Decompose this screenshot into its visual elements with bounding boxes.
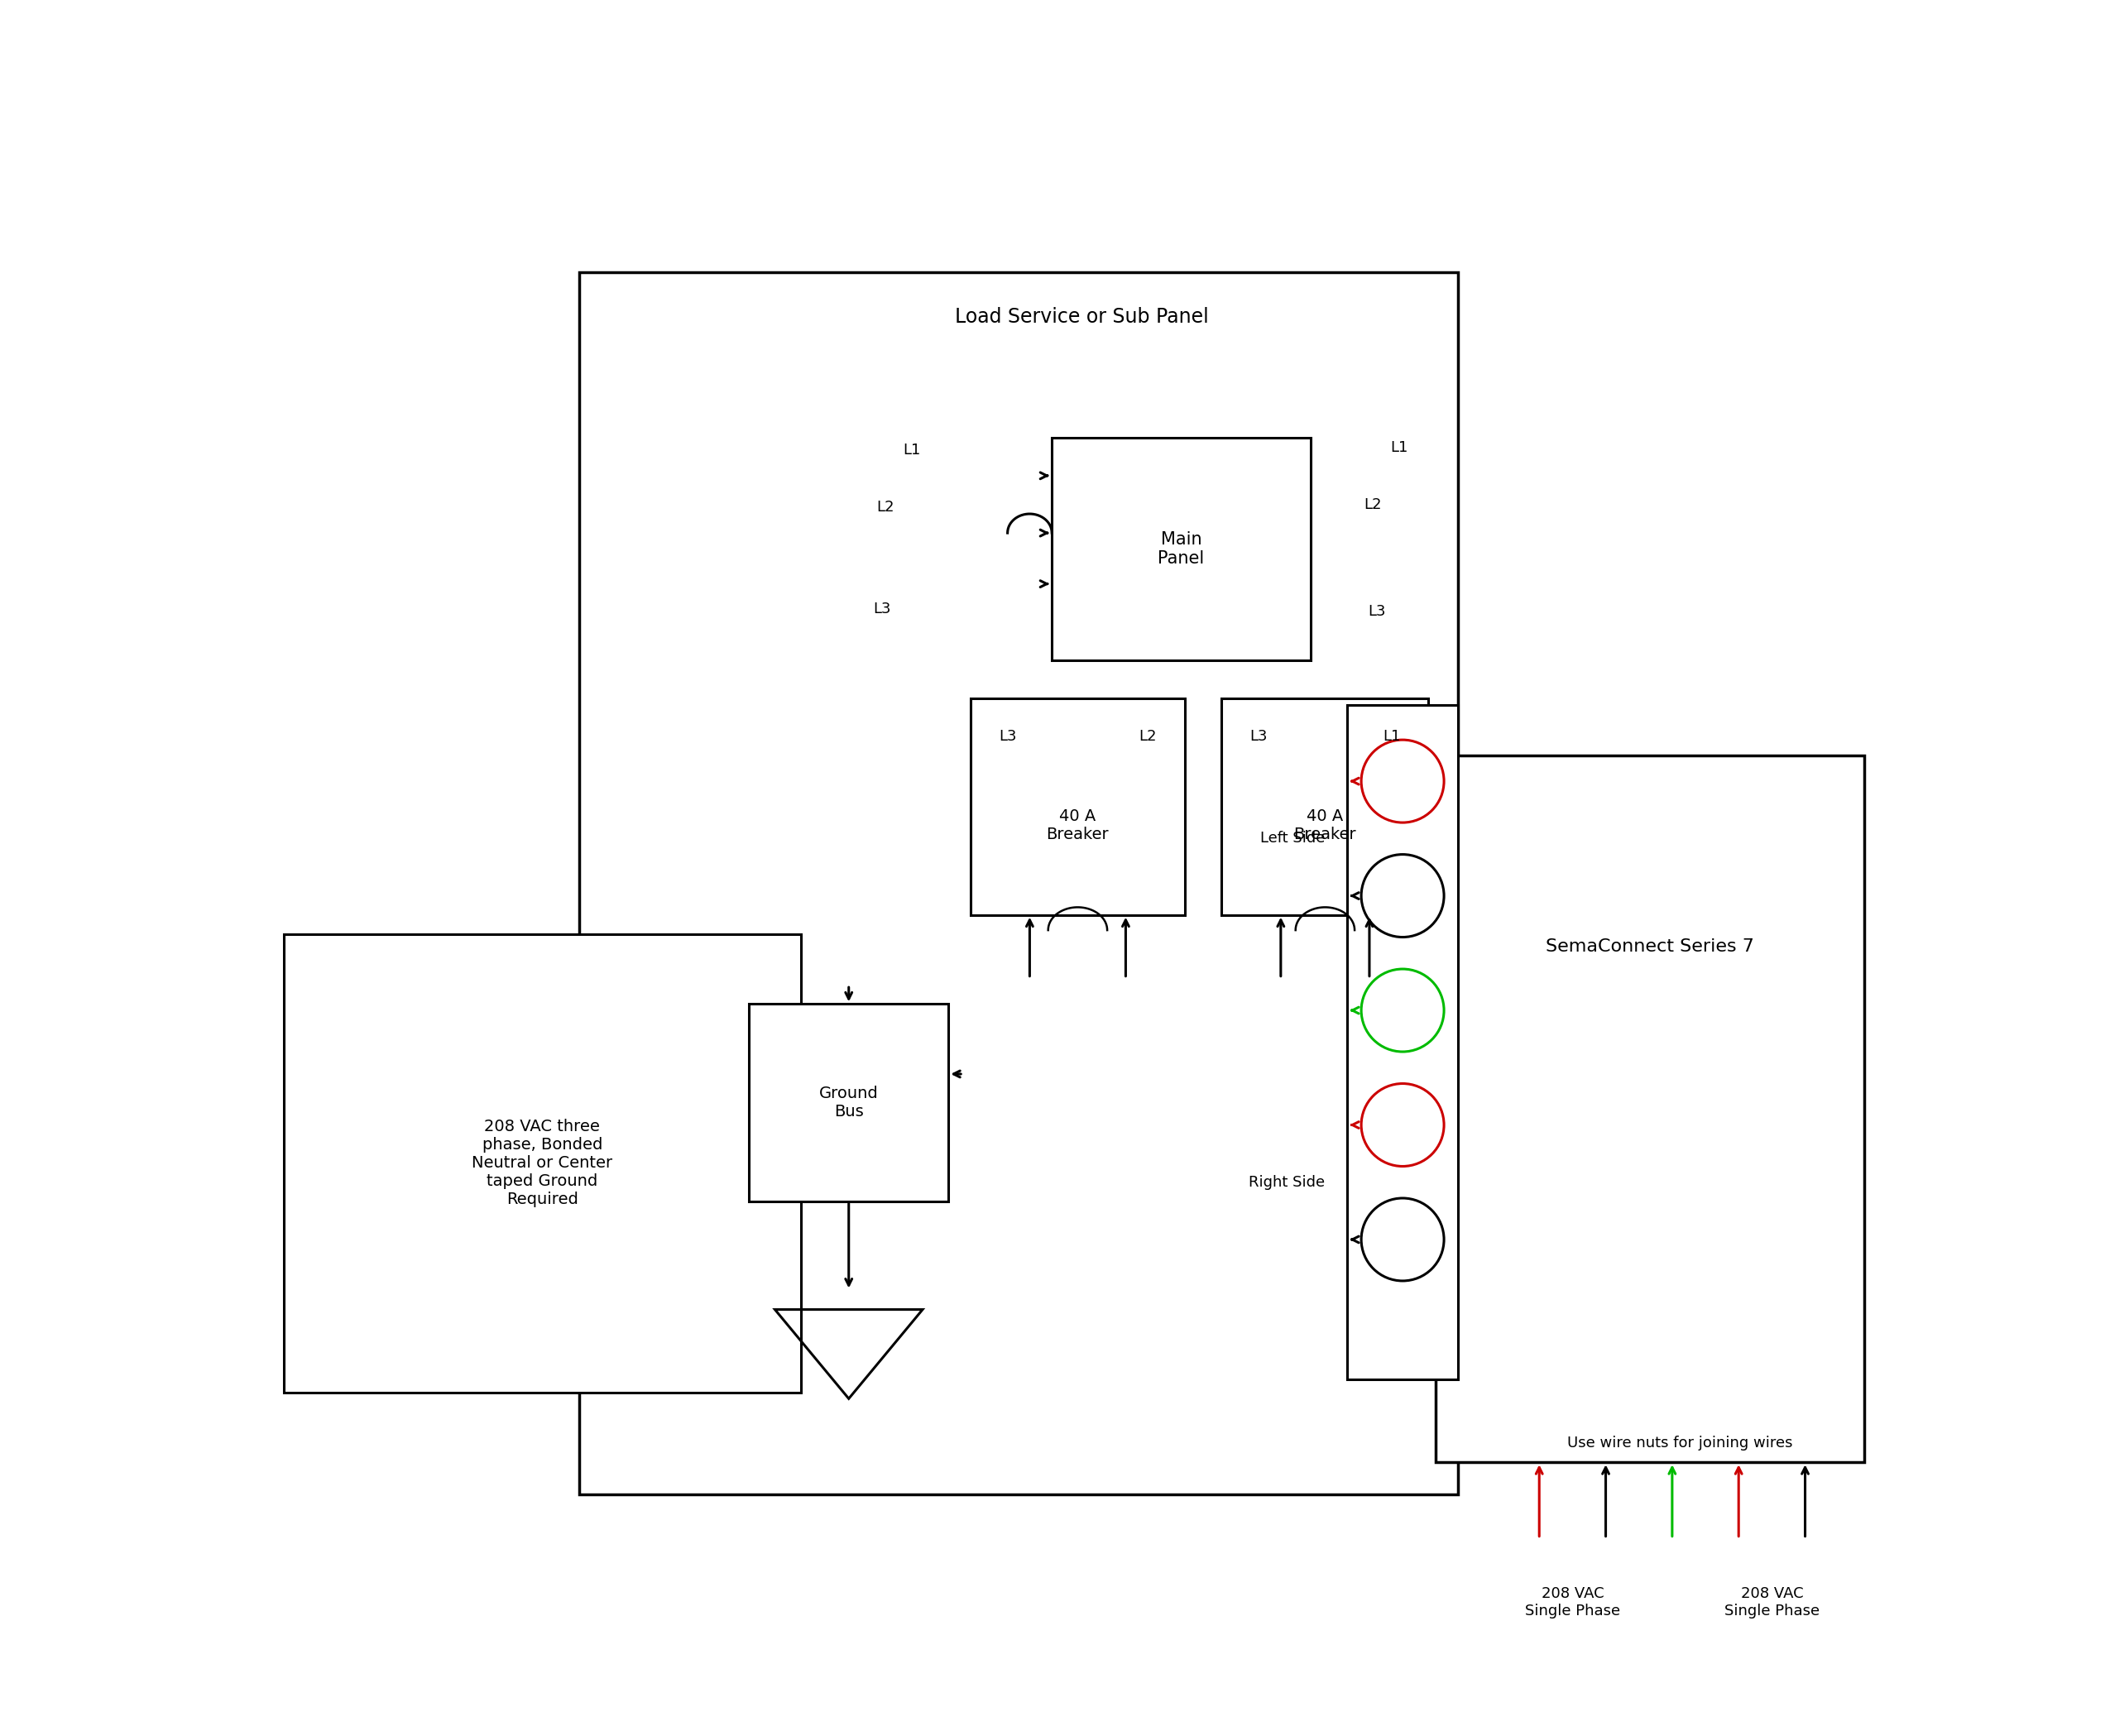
Text: L2: L2 [1363,498,1382,512]
Bar [1053,437,1310,660]
Text: Load Service or Sub Panel: Load Service or Sub Panel [954,307,1209,326]
Text: Ground
Bus: Ground Bus [819,1085,878,1120]
Text: L3: L3 [1367,604,1386,620]
Text: 208 VAC three
phase, Bonded
Neutral or Center
taped Ground
Required: 208 VAC three phase, Bonded Neutral or C… [473,1118,612,1208]
Text: SemaConnect Series 7: SemaConnect Series 7 [1547,939,1753,955]
Text: L2: L2 [1139,729,1156,745]
Bar [578,273,1458,1495]
Bar [749,1003,949,1201]
Bar [1222,698,1428,915]
Text: Main
Panel: Main Panel [1158,531,1205,566]
Bar [283,934,802,1392]
Bar [971,698,1186,915]
Text: L1: L1 [903,443,920,458]
Text: L1: L1 [1382,729,1401,745]
Text: Right Side: Right Side [1249,1175,1325,1189]
Text: L2: L2 [878,500,895,516]
Text: L3: L3 [1249,729,1268,745]
Text: L1: L1 [1390,441,1407,455]
Text: L3: L3 [998,729,1017,745]
Text: 208 VAC
Single Phase: 208 VAC Single Phase [1724,1587,1819,1618]
Text: Left Side: Left Side [1260,832,1325,845]
Text: 208 VAC
Single Phase: 208 VAC Single Phase [1526,1587,1620,1618]
Bar [1346,705,1458,1380]
Text: Use wire nuts for joining wires: Use wire nuts for joining wires [1568,1436,1791,1451]
Text: L3: L3 [874,602,890,616]
Text: 40 A
Breaker: 40 A Breaker [1293,809,1357,842]
Text: 40 A
Breaker: 40 A Breaker [1047,809,1110,842]
Bar [1435,755,1865,1462]
